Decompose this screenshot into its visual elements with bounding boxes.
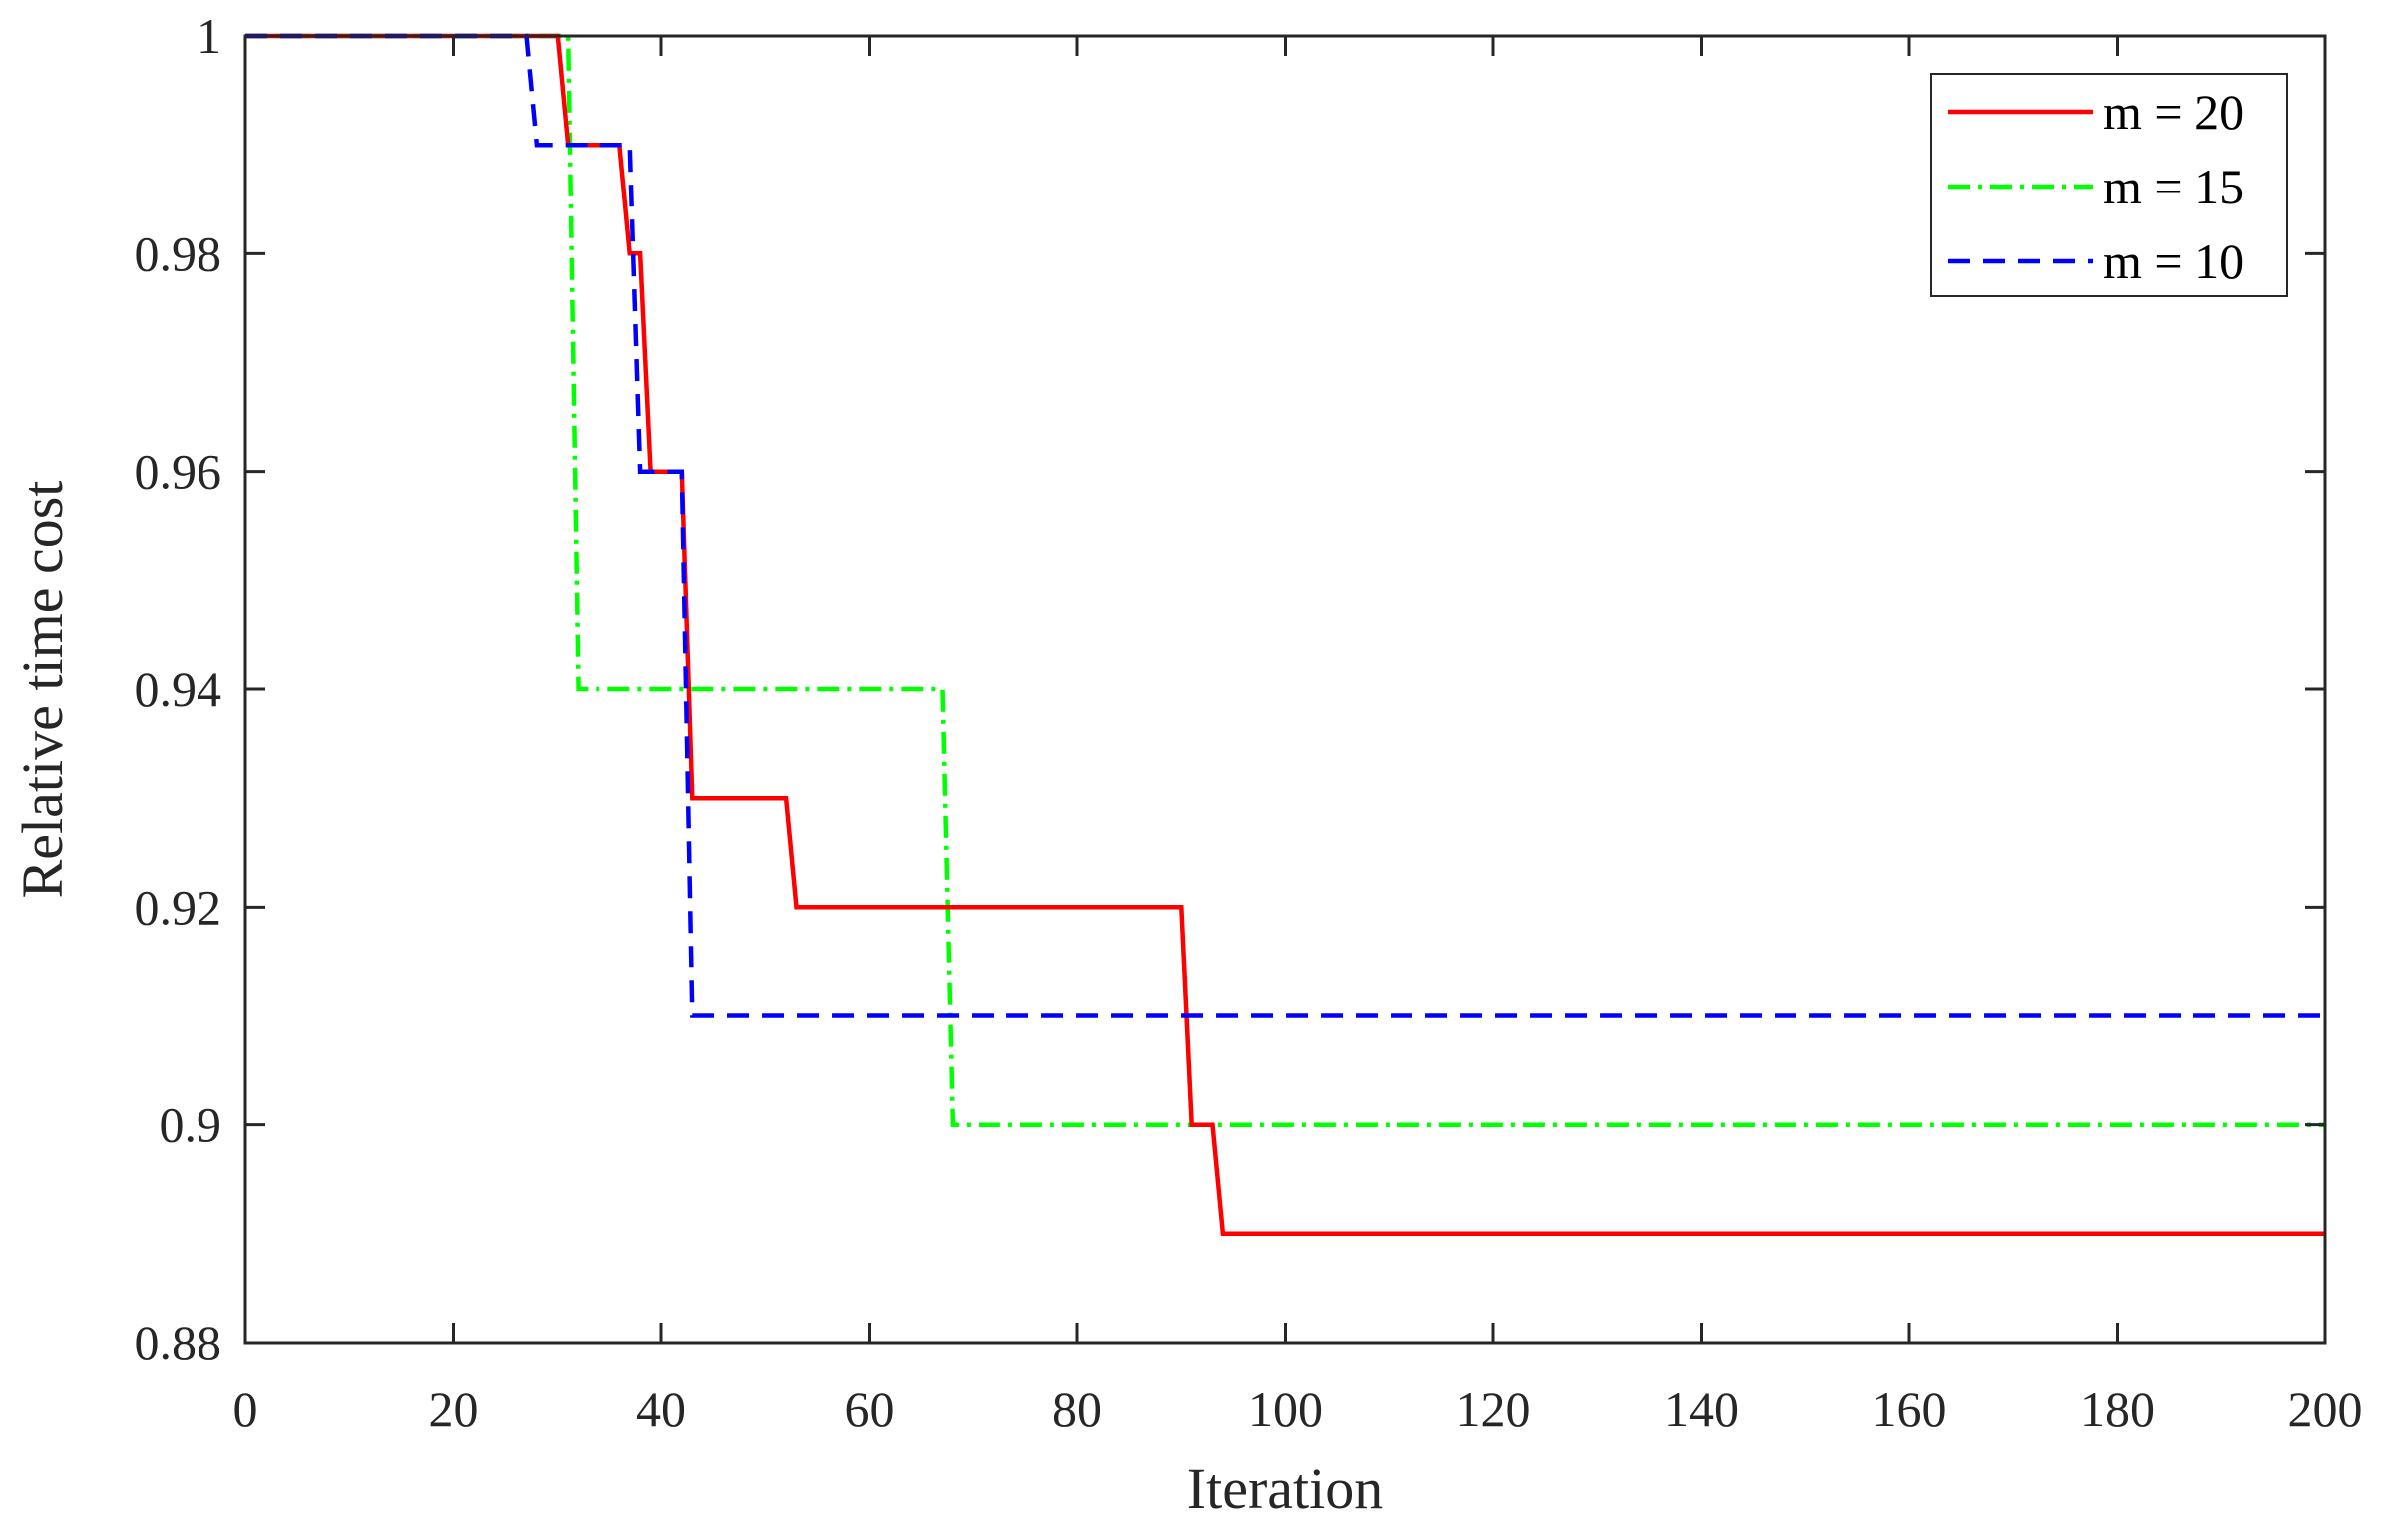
y-tick-label: 0.98 xyxy=(135,225,222,281)
x-tick-label: 200 xyxy=(2288,1381,2363,1437)
y-tick-label: 0.94 xyxy=(135,661,222,717)
x-tick-label: 20 xyxy=(429,1381,479,1437)
y-tick-label: 0.9 xyxy=(160,1097,222,1153)
x-tick-label: 140 xyxy=(1664,1381,1739,1437)
x-tick-label: 120 xyxy=(1456,1381,1531,1437)
y-tick-label: 0.96 xyxy=(135,444,222,500)
legend-label: m = 15 xyxy=(2103,159,2244,214)
x-tick-label: 0 xyxy=(233,1381,258,1437)
legend: m = 20 m = 15 m = 10 xyxy=(1930,73,2288,297)
legend-label: m = 10 xyxy=(2103,233,2244,289)
y-tick-label: 0.92 xyxy=(135,879,222,935)
x-tick-label: 160 xyxy=(1872,1381,1947,1437)
y-tick-label: 1 xyxy=(197,8,221,64)
y-tick-label: 0.88 xyxy=(135,1315,222,1370)
y-axis-label: Relative time cost xyxy=(10,481,75,899)
x-axis-label: Iteration xyxy=(1187,1456,1383,1521)
x-tick-label: 40 xyxy=(636,1381,686,1437)
x-tick-label: 60 xyxy=(845,1381,895,1437)
x-tick-label: 100 xyxy=(1248,1381,1323,1437)
series-line-3 xyxy=(245,33,2325,1018)
x-tick-label: 180 xyxy=(2080,1381,2155,1437)
legend-label: m = 20 xyxy=(2103,84,2244,140)
x-tick-label: 80 xyxy=(1052,1381,1102,1437)
tick-layer: 0 20 40 60 80 100 120 140 160 180 200 0.88 0.9 0.92 0.… xyxy=(135,8,2363,1437)
